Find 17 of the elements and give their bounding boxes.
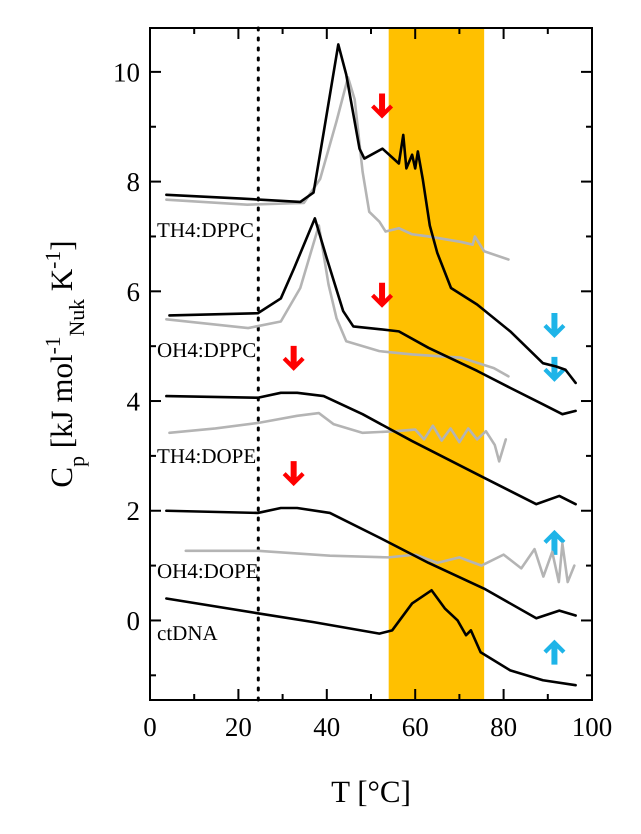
x-tick-label: 100	[572, 712, 612, 742]
x-tick-label: 80	[490, 712, 518, 742]
annotation: ctDNA	[157, 621, 218, 645]
y-tick-label: 6	[126, 276, 140, 307]
annotation: TH4:DPPC	[157, 218, 254, 242]
annotation: OH4:DPPC	[157, 338, 256, 362]
y-tick-label: 8	[126, 167, 140, 198]
x-tick-label: 20	[224, 712, 252, 742]
x-tick-label: 40	[313, 712, 340, 742]
y-tick-label: 10	[113, 57, 140, 88]
y-tick-label: 4	[126, 386, 140, 416]
x-axis-title: T [°C]	[331, 774, 411, 809]
annotation: OH4:DOPE	[157, 559, 259, 583]
annotation: TH4:DOPE	[157, 444, 256, 468]
y-tick-label: 0	[126, 606, 140, 636]
y-tick-label: 2	[126, 496, 140, 526]
x-tick-label: 60	[402, 712, 429, 742]
